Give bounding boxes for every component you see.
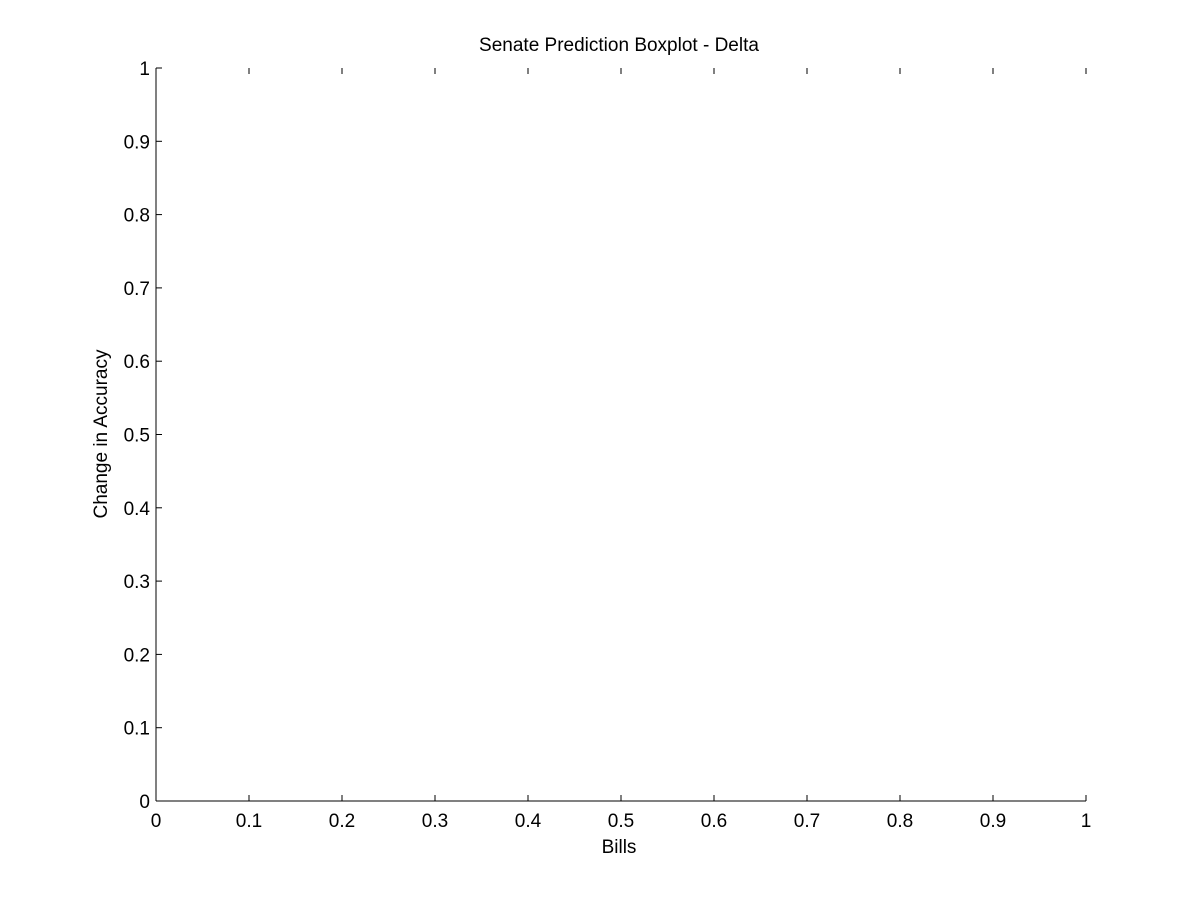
x-tick-label: 0.7 (794, 811, 820, 832)
y-tick-label: 0.2 (124, 645, 150, 666)
y-axis-label: Change in Accuracy (91, 349, 112, 518)
x-axis-label: Bills (602, 837, 637, 858)
plot-area: 0 0.1 0.2 0.3 0.4 0.5 0.6 0.7 0.8 0.9 1 0 0.1 0.2 0.3… (124, 59, 1092, 832)
y-tick-label: 0.6 (124, 352, 150, 373)
y-tick-label: 0.3 (124, 572, 150, 593)
y-tick-label: 0.1 (124, 719, 150, 740)
y-axis-ticks: 0 0.1 0.2 0.3 0.4 0.5 0.6 0.7 0.8 0.9 1 (124, 59, 162, 813)
x-tick-label: 0.6 (701, 811, 727, 832)
x-tick-label: 0.3 (422, 811, 448, 832)
y-tick-label: 0.5 (124, 426, 150, 447)
y-tick-label: 0.7 (124, 279, 150, 300)
y-tick-label: 0.4 (124, 499, 151, 520)
y-tick-label: 0 (139, 792, 150, 813)
x-axis-ticks: 0 0.1 0.2 0.3 0.4 0.5 0.6 0.7 0.8 0.9 1 (151, 68, 1092, 832)
x-tick-label: 0.2 (329, 811, 355, 832)
x-tick-label: 0.1 (236, 811, 262, 832)
x-tick-label: 1 (1081, 811, 1092, 832)
x-tick-label: 0.8 (887, 811, 913, 832)
chart-title: Senate Prediction Boxplot - Delta (479, 35, 759, 56)
x-tick-label: 0 (151, 811, 162, 832)
y-tick-label: 0.8 (124, 206, 150, 227)
x-tick-label: 0.9 (980, 811, 1006, 832)
x-tick-label: 0.5 (608, 811, 634, 832)
y-tick-label: 1 (139, 59, 150, 80)
y-tick-label: 0.9 (124, 132, 150, 153)
x-tick-label: 0.4 (515, 811, 542, 832)
